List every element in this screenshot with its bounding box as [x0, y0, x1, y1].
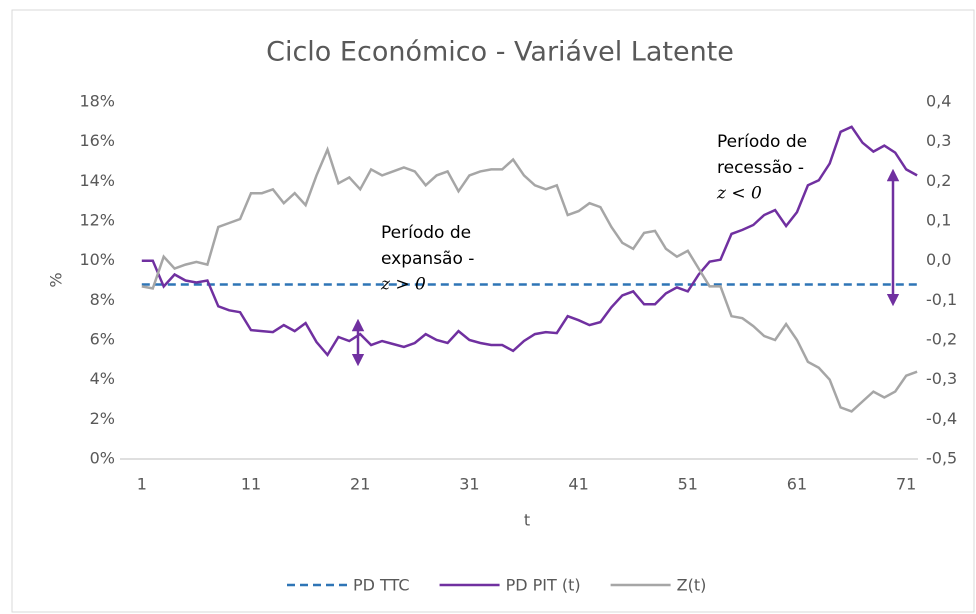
series-line: [141, 146, 918, 413]
x-tick-label: 1: [137, 475, 147, 494]
y2-tick-label: -0,4: [926, 409, 957, 428]
y-tick-label: 10%: [79, 250, 115, 269]
y-tick-label: 16%: [79, 131, 115, 150]
y2-tick-label: -0,3: [926, 369, 957, 388]
y2-tick-label: 0,3: [926, 131, 951, 150]
legend-label: Z(t): [677, 576, 707, 595]
legend-label: PD PIT (t): [506, 576, 581, 595]
legend-label: PD TTC: [353, 576, 410, 595]
y-tick-label: 6%: [90, 330, 115, 349]
y-tick-label: 18%: [79, 92, 115, 111]
annotation: expansão -: [381, 249, 474, 269]
annotation: recessão -: [717, 158, 804, 178]
x-tick-label: 61: [787, 475, 807, 494]
x-tick-label: 71: [896, 475, 916, 494]
y-tick-label: 2%: [90, 409, 115, 428]
chart-title: Ciclo Económico - Variável Latente: [266, 37, 734, 68]
y2-tick-label: -0,1: [926, 290, 957, 309]
annotation: z < 0: [716, 184, 762, 204]
y-tick-label: 8%: [90, 290, 115, 309]
series-line: [141, 125, 918, 358]
x-tick-label: 51: [678, 475, 698, 494]
y-tick-label: 0%: [90, 449, 115, 468]
x-tick-label: 31: [459, 475, 479, 494]
annotation: Período de: [381, 223, 471, 243]
x-tick-label: 41: [568, 475, 588, 494]
y-tick-label: 14%: [79, 171, 115, 190]
x-tick-label: 11: [241, 475, 261, 494]
y-tick-label: 4%: [90, 369, 115, 388]
x-tick-label: 21: [350, 475, 370, 494]
y2-tick-label: 0,4: [926, 92, 951, 111]
y2-tick-label: -0,2: [926, 330, 957, 349]
y2-tick-label: 0,1: [926, 211, 951, 230]
annotation: z > 0: [380, 275, 426, 295]
x-axis-title: t: [524, 511, 530, 530]
y2-tick-label: 0,2: [926, 171, 951, 190]
y2-tick-label: -0,5: [926, 449, 957, 468]
y-tick-label: 12%: [79, 211, 115, 230]
chart-frame: [11, 9, 975, 613]
y2-tick-label: 0,0: [926, 250, 951, 269]
annotation: Período de: [717, 132, 807, 152]
y-axis-title: %: [47, 272, 66, 287]
